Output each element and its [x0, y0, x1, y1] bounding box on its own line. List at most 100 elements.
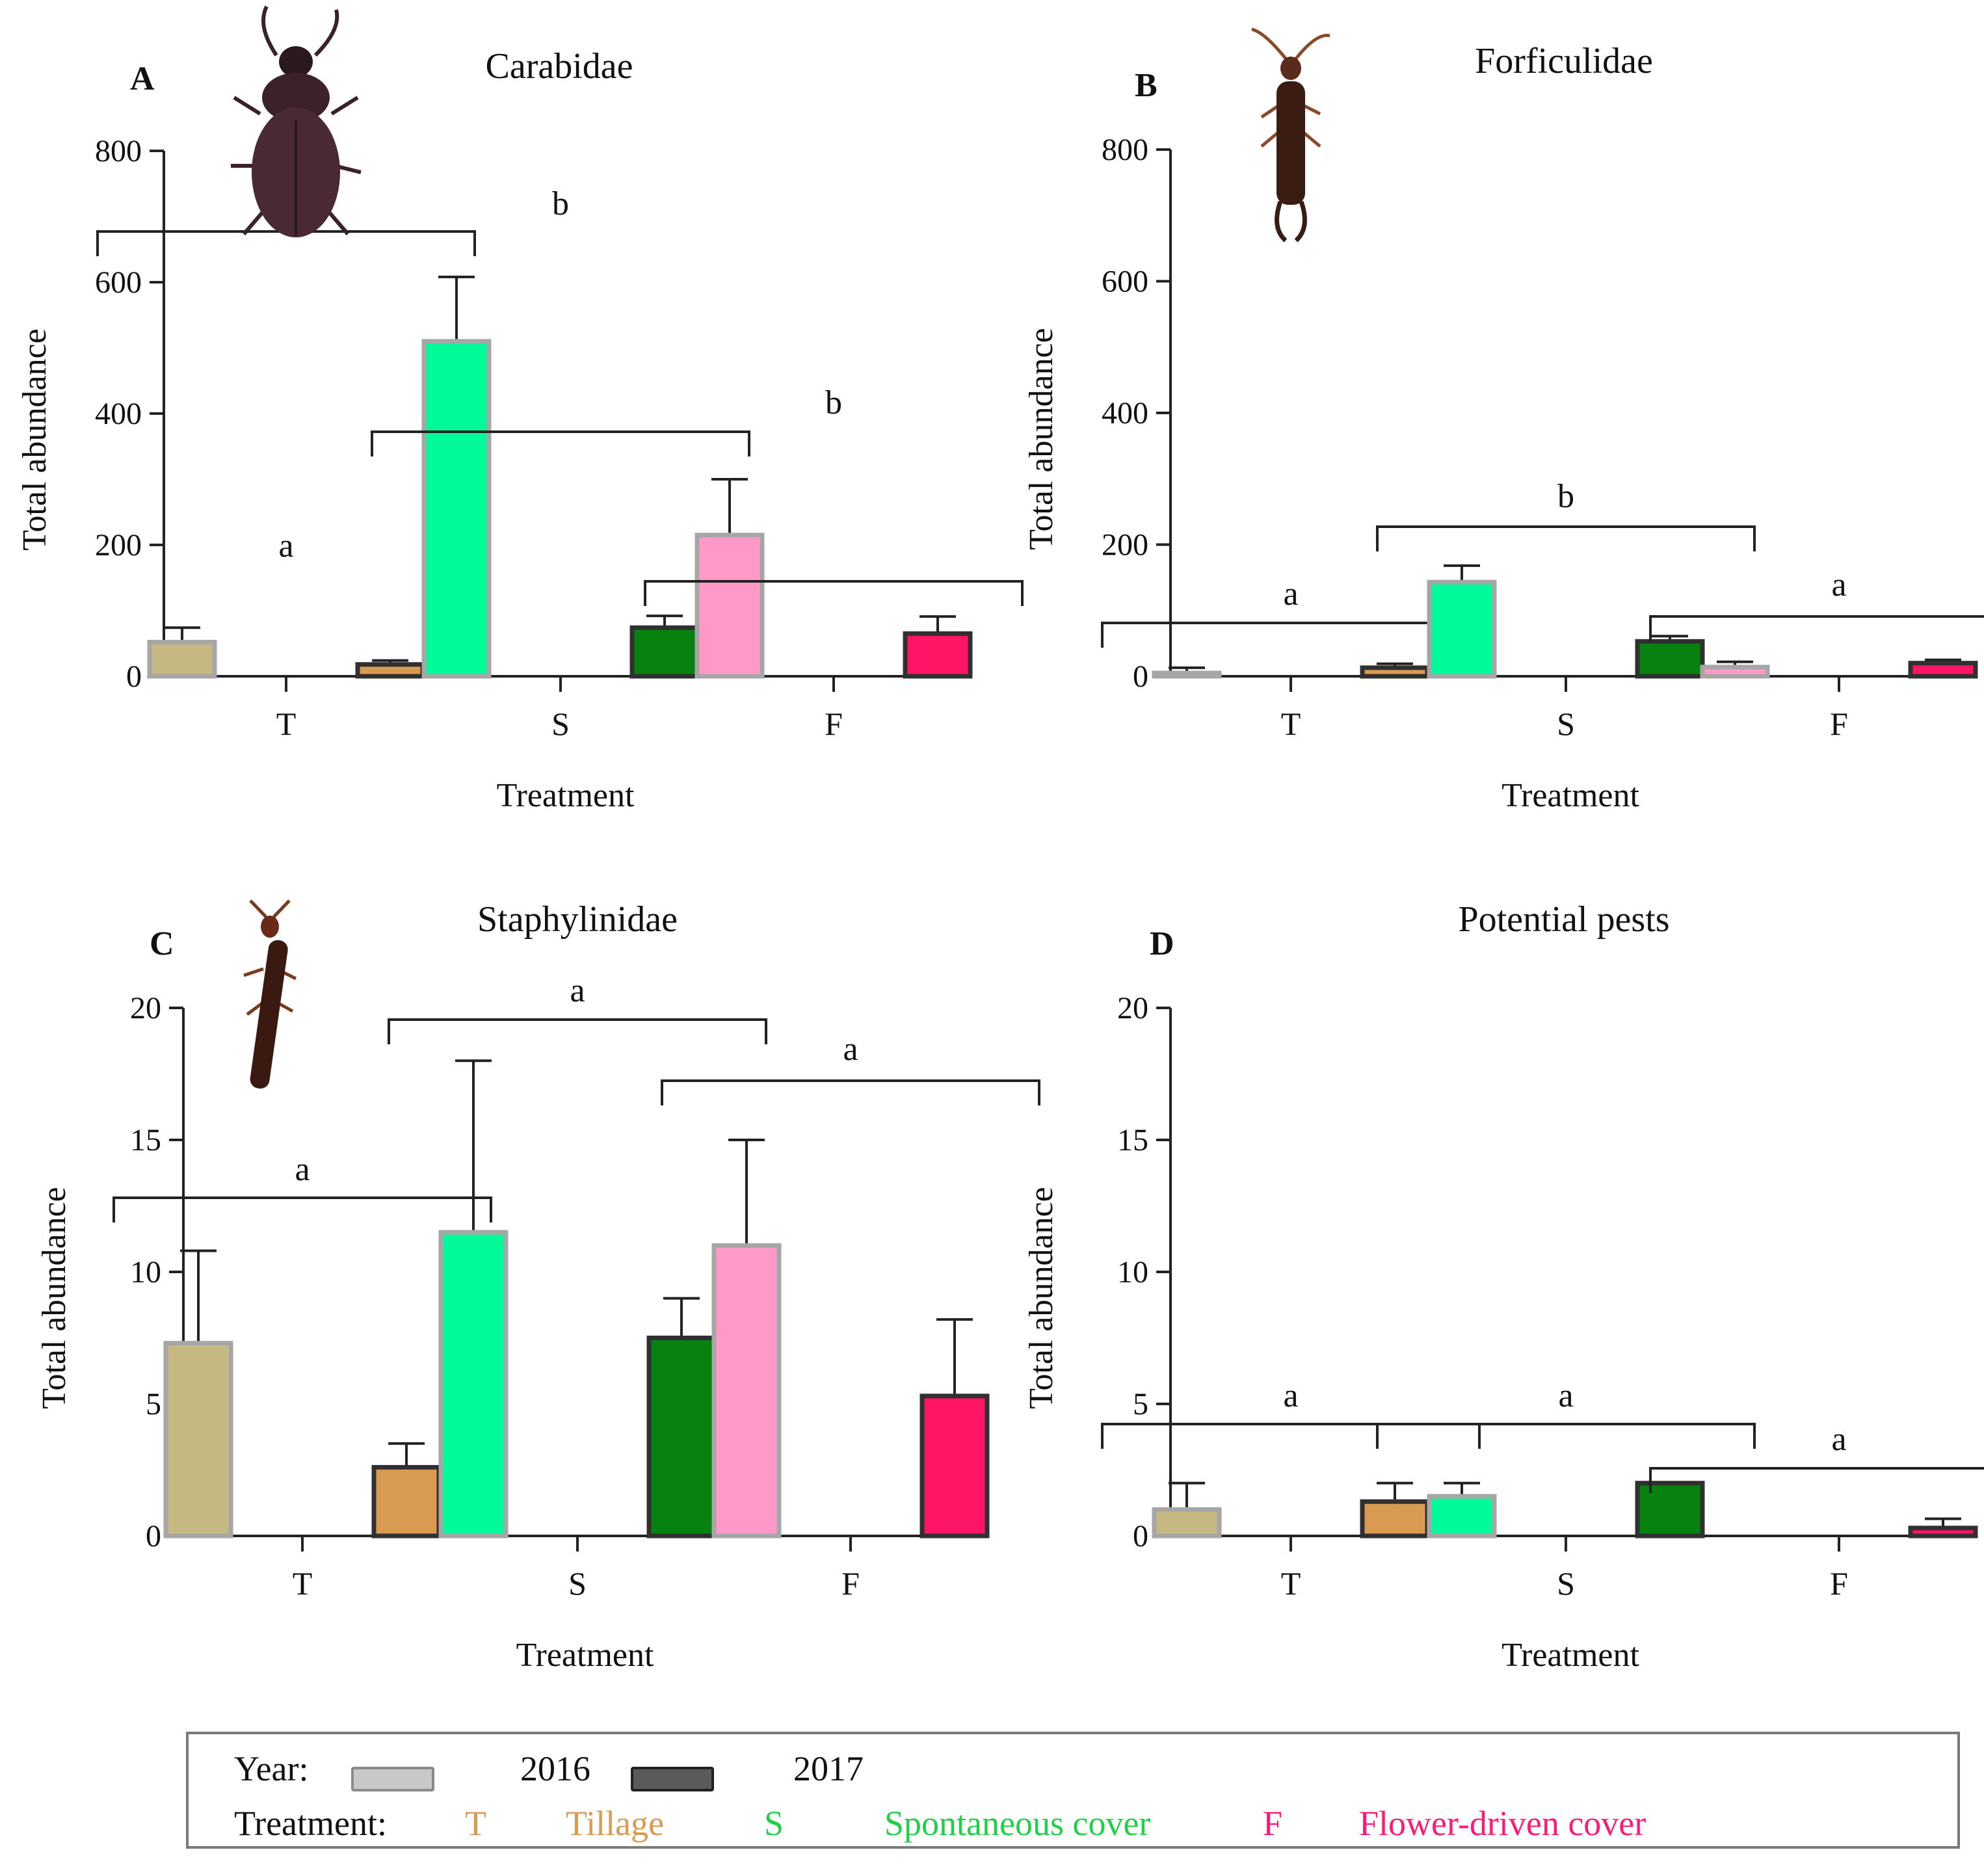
- earwig-pincers: [1275, 200, 1307, 243]
- y-tick-label: 200: [95, 528, 142, 562]
- y-tick-label: 10: [1117, 1255, 1148, 1289]
- bar-f-2017: [919, 1394, 990, 1539]
- panel-title: Forficulidae: [1475, 41, 1653, 81]
- y-tick-label: 0: [1133, 659, 1148, 694]
- x-tick-label: T: [293, 1565, 313, 1602]
- y-tick-label: 600: [95, 265, 142, 300]
- significance-letter: b: [825, 384, 842, 421]
- y-tick-label: 5: [146, 1387, 161, 1421]
- significance-letter: a: [278, 527, 293, 564]
- significance-letter: b: [1557, 478, 1574, 515]
- earwig-body: [1276, 81, 1305, 205]
- y-tick-label: 200: [1102, 528, 1148, 562]
- significance-letter: a: [1831, 1421, 1846, 1458]
- x-tick-label: F: [825, 706, 843, 742]
- y-tick-label: 20: [1117, 991, 1148, 1025]
- y-tick-label: 0: [126, 659, 142, 694]
- bar-t-2016: [147, 639, 217, 679]
- legend-treatment-label: Treatment:: [234, 1804, 387, 1843]
- rove-legs: [243, 899, 297, 1016]
- x-tick-label: S: [551, 706, 570, 742]
- earwig-head: [1280, 57, 1301, 80]
- y-tick-label: 400: [95, 397, 142, 431]
- significance-bracket: [1649, 615, 1984, 641]
- x-tick-label: S: [568, 1565, 587, 1602]
- legend-name-flower: Flower-driven cover: [1359, 1804, 1647, 1843]
- x-tick-label: T: [276, 706, 297, 742]
- bar-s-2016: [438, 1230, 509, 1539]
- significance-bracket: [388, 1018, 767, 1044]
- earwig-photo: [1251, 27, 1330, 243]
- ground-beetle-photo: [231, 5, 362, 237]
- beetle-head: [279, 46, 313, 77]
- panel-a: Carabidae A 0 200 400 600 800 Total abundance Tr…: [16, 5, 1024, 814]
- y-tick-label: 400: [1102, 396, 1148, 430]
- y-axis-label: Total abundance: [36, 1187, 73, 1408]
- x-tick-label: T: [1281, 1565, 1301, 1602]
- x-tick-label: S: [1557, 1565, 1575, 1602]
- y-tick-label: 5: [1133, 1387, 1148, 1421]
- significance-letter: b: [552, 185, 569, 222]
- significance-bracket: [1101, 1423, 1481, 1449]
- y-tick-label: 600: [1102, 265, 1148, 299]
- significance-bracket: [644, 580, 1024, 606]
- x-tick-label: T: [1281, 706, 1301, 742]
- bar-s-2016: [1427, 1494, 1497, 1539]
- significance-bracket: [661, 1079, 1040, 1105]
- significance-bracket: [1376, 525, 1756, 551]
- legend-code-t: T: [465, 1804, 486, 1843]
- legend-2017: 2017: [793, 1749, 864, 1788]
- x-axis-label: Treatment: [516, 1637, 654, 1674]
- x-tick-label: F: [1830, 1565, 1848, 1602]
- significance-letter: a: [295, 1151, 310, 1188]
- bar-f-2016: [1700, 665, 1770, 679]
- panel-letter: D: [1150, 925, 1174, 962]
- legend: Year: 2016 2017 Treatment: T Tillage S S…: [186, 1732, 1960, 1849]
- y-tick-label: 0: [1133, 1519, 1148, 1553]
- significance-bracket: [1101, 622, 1481, 648]
- bar-s-2016: [421, 339, 492, 679]
- bar-f-2017: [1908, 661, 1978, 679]
- significance-letter: a: [1831, 566, 1846, 603]
- bar-f-2017: [903, 631, 973, 679]
- bar-t-2016: [163, 1341, 233, 1539]
- rove-body: [250, 940, 288, 1089]
- panel-letter: C: [150, 925, 174, 962]
- panel-c: Staphylinidae C 0 5 10 15 20 Total abundance Tre…: [36, 899, 1040, 1674]
- legend-code-s: S: [764, 1804, 784, 1843]
- legend-name-spontaneous: Spontaneous cover: [884, 1804, 1151, 1843]
- y-tick-label: 15: [1117, 1123, 1148, 1157]
- significance-letter: a: [1283, 1377, 1298, 1414]
- panel-d: Potential pests D 0 5 10 15 20 Total abundance T…: [1023, 899, 1984, 1674]
- significance-letter: a: [843, 1031, 858, 1068]
- bar-s-2016: [1427, 579, 1497, 679]
- x-axis-label: Treatment: [1501, 1637, 1639, 1674]
- y-tick-label: 800: [95, 134, 142, 168]
- bar-f-2016: [694, 533, 765, 679]
- rove-beetle-photo: [243, 899, 297, 1089]
- significance-bracket: [1376, 1423, 1756, 1449]
- bar-t-2016: [1152, 1507, 1222, 1539]
- y-tick-label: 800: [1102, 133, 1148, 167]
- y-tick-label: 0: [146, 1519, 161, 1553]
- legend-swatch-2017: [631, 1767, 714, 1791]
- bar-s-2017: [629, 625, 700, 679]
- x-axis-label: Treatment: [497, 777, 635, 814]
- panel-letter: B: [1135, 67, 1157, 104]
- bar-s-2017: [646, 1336, 717, 1539]
- x-tick-label: F: [841, 1565, 860, 1602]
- bar-s-2017: [1635, 639, 1705, 679]
- significance-letter: a: [1283, 575, 1298, 613]
- earwig-antennae: [1251, 27, 1330, 148]
- bar-f-2017: [1908, 1526, 1978, 1539]
- panel-b: Forficulidae B 0 200 400 600 800 Total abundanc…: [1023, 27, 1984, 814]
- significance-letter: a: [1558, 1377, 1573, 1414]
- y-tick-label: 15: [130, 1123, 161, 1157]
- legend-code-f: F: [1263, 1804, 1283, 1843]
- legend-year-label: Year:: [234, 1749, 309, 1788]
- bar-t-2017: [1360, 1499, 1430, 1539]
- x-axis-label: Treatment: [1501, 777, 1639, 814]
- panel-title: Staphylinidae: [477, 899, 678, 940]
- x-tick-label: F: [1830, 706, 1848, 742]
